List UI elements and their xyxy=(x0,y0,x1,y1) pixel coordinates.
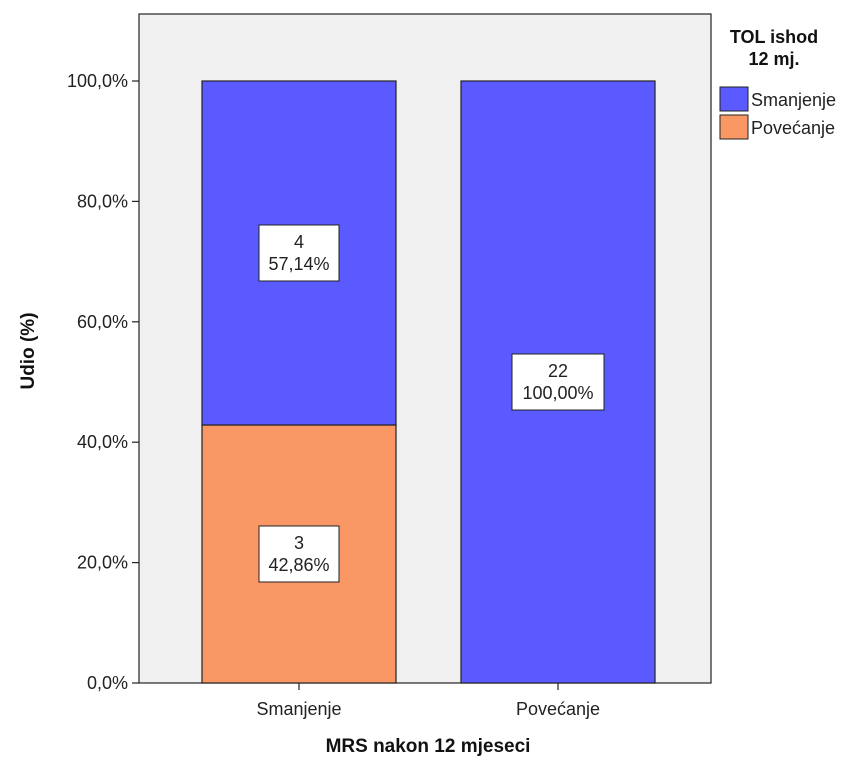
data-label-box xyxy=(258,525,340,583)
data-label-count: 22 xyxy=(548,361,568,381)
y-tick-label: 60,0% xyxy=(77,312,128,332)
x-tick-label: Povećanje xyxy=(516,699,600,719)
y-tick-label: 0,0% xyxy=(87,673,128,693)
y-tick-label: 100,0% xyxy=(67,71,128,91)
legend-entry-label: Smanjenje xyxy=(751,90,836,110)
y-tick-label: 40,0% xyxy=(77,432,128,452)
data-label-count: 4 xyxy=(294,232,304,252)
legend-swatch xyxy=(719,114,749,140)
y-tick-label: 20,0% xyxy=(77,553,128,573)
legend-title: 12 mj. xyxy=(748,49,799,69)
y-axis-title: Udio (%) xyxy=(18,312,39,389)
x-tick-label: Smanjenje xyxy=(256,699,341,719)
legend-title: TOL ishod xyxy=(730,27,818,47)
x-axis-title: MRS nakon 12 mjeseci xyxy=(326,736,531,757)
data-label-count: 3 xyxy=(294,533,304,553)
legend-entry-label: Povećanje xyxy=(751,118,835,138)
data-label-percent: 100,00% xyxy=(522,383,593,403)
y-tick-label: 80,0% xyxy=(77,191,128,211)
data-label-box xyxy=(258,224,340,282)
y-axis: 0,0% 20,0% 40,0% 60,0% 80,0% 100,0% xyxy=(67,71,139,693)
x-axis: Smanjenje Povećanje xyxy=(256,683,600,719)
data-label-percent: 42,86% xyxy=(268,555,329,575)
legend-swatch xyxy=(719,86,749,112)
data-label-box xyxy=(511,353,605,411)
data-label-percent: 57,14% xyxy=(268,254,329,274)
